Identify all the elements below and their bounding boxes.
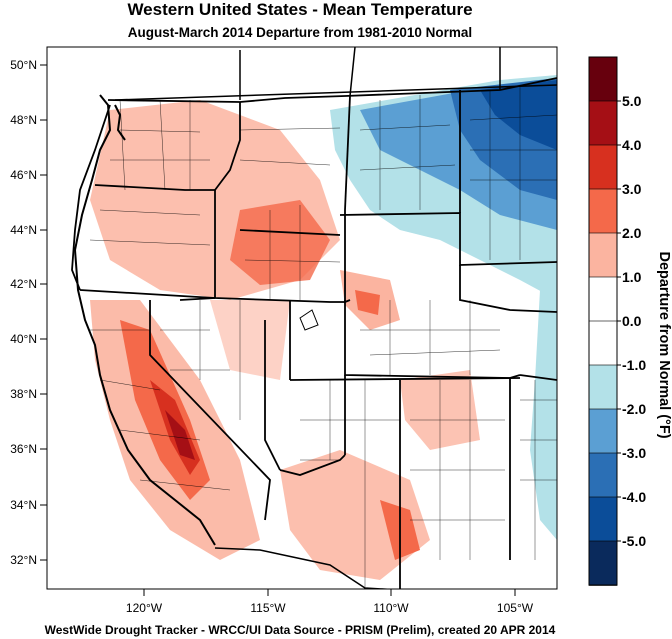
colorbar: 5.0 4.0 3.0 2.0 1.0 0.0 -1.0 -2.0 -3.0 -4.0 -5.0 D… — [588, 56, 672, 586]
lat-tick-label: 36°N — [10, 442, 37, 456]
colorbar-label: 3.0 — [622, 181, 642, 197]
map-area — [47, 47, 557, 589]
colorbar-swatch — [588, 100, 618, 146]
pacific-coastline — [73, 94, 216, 546]
colorbar-swatch — [588, 408, 618, 454]
lat-tick-label: 50°N — [10, 58, 37, 72]
lon-tick-label: 110°W — [373, 601, 409, 615]
lat-tick-label: 42°N — [10, 277, 37, 291]
lon-tick-label: 120°W — [126, 601, 163, 615]
longitude-axis: 120°W 115°W 110°W 105°W — [126, 589, 534, 615]
map-subtitle: August-March 2014 Departure from 1981-20… — [127, 25, 473, 40]
footer-credit: WestWide Drought Tracker - WRCC/UI Data … — [44, 623, 556, 637]
colorbar-label: 4.0 — [622, 137, 642, 153]
colorbar-label: 1.0 — [622, 269, 642, 285]
cold-anomaly-region — [480, 80, 557, 150]
colorbar-label: -5.0 — [622, 533, 646, 549]
colorbar-swatch — [588, 496, 618, 542]
warm-anomaly-region — [355, 290, 380, 315]
warm-anomaly-region — [210, 300, 290, 380]
colorbar-swatch — [588, 144, 618, 190]
lat-tick-label: 48°N — [10, 113, 37, 127]
colorbar-swatch — [588, 452, 618, 498]
cold-anomaly-region — [530, 280, 557, 540]
lat-tick-label: 40°N — [10, 332, 37, 346]
lon-tick-label: 115°W — [250, 601, 286, 615]
lat-tick-label: 46°N — [10, 168, 37, 182]
colorbar-title: Departure from Normal (°F) — [656, 251, 672, 438]
puget-sound — [114, 104, 126, 141]
colorbar-swatch — [588, 188, 618, 234]
colorbar-label: -4.0 — [622, 489, 646, 505]
colorbar-label: -2.0 — [622, 401, 646, 417]
warm-anomaly-region — [165, 410, 195, 460]
map-title: Western United States - Mean Temperature — [127, 0, 473, 19]
colorbar-swatch — [588, 364, 618, 410]
warm-anomaly-region — [230, 200, 330, 285]
colorbar-label: 2.0 — [622, 225, 642, 241]
great-salt-lake — [299, 309, 319, 331]
colorbar-labels: 5.0 4.0 3.0 2.0 1.0 0.0 -1.0 -2.0 -3.0 -4.0 -5.0 — [617, 93, 646, 549]
colorbar-swatch — [588, 232, 618, 278]
colorbar-swatch — [588, 540, 618, 586]
state-boundaries — [71, 77, 557, 589]
colorbar-swatch — [588, 320, 618, 366]
lat-tick-label: 34°N — [10, 498, 37, 512]
colorbar-swatch — [588, 276, 618, 322]
colorbar-swatches — [588, 56, 618, 586]
lat-tick-label: 32°N — [10, 553, 37, 567]
map-frame — [46, 46, 558, 590]
anomaly-field — [90, 75, 557, 580]
colorbar-label: 0.0 — [622, 313, 642, 329]
colorbar-swatch — [588, 56, 618, 102]
lat-tick-label: 38°N — [10, 387, 37, 401]
us-canada-border — [114, 84, 557, 101]
colorbar-label: -1.0 — [622, 357, 646, 373]
county-boundaries — [89, 85, 557, 589]
latitude-axis: 50°N 48°N 46°N 44°N 42°N 40°N 38°N 36°N … — [10, 58, 47, 567]
lat-tick-label: 44°N — [10, 223, 37, 237]
lon-tick-label: 105°W — [497, 601, 534, 615]
colorbar-label: -3.0 — [622, 445, 646, 461]
colorbar-label: 5.0 — [622, 93, 642, 109]
province-boundary — [239, 47, 501, 100]
